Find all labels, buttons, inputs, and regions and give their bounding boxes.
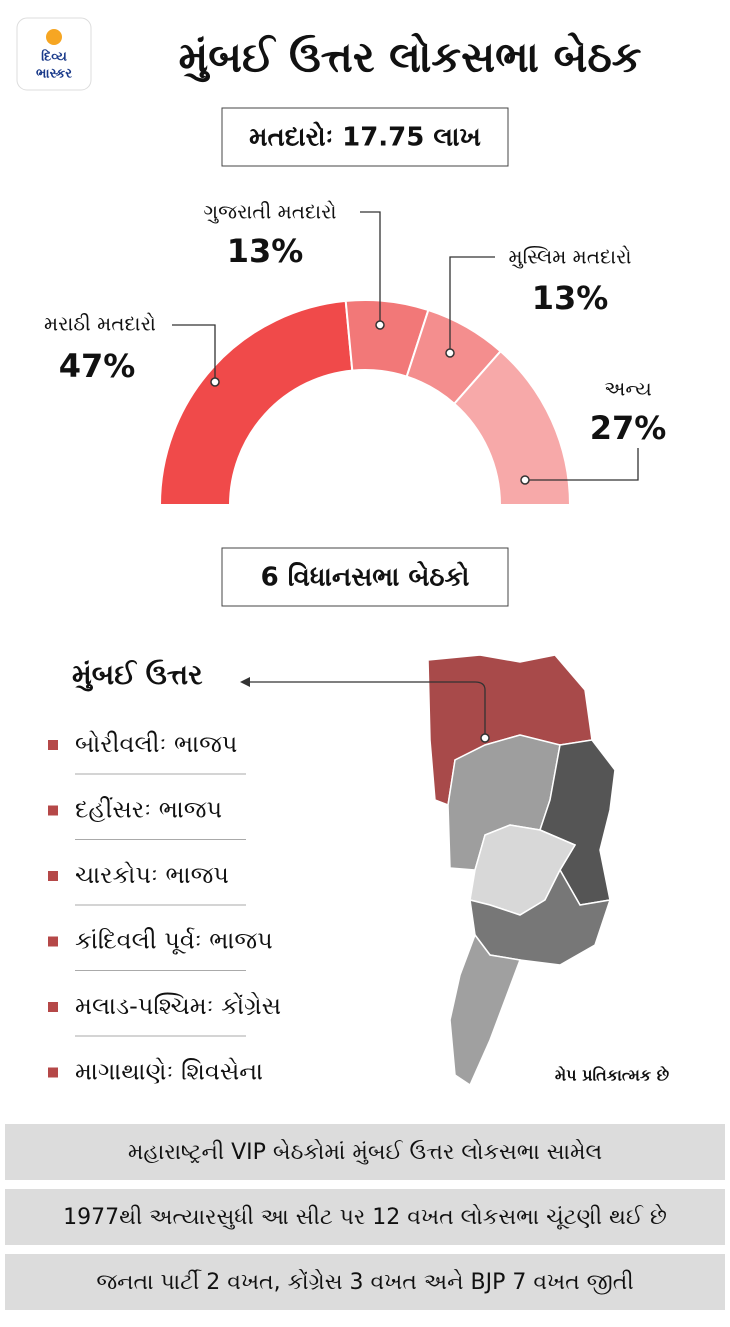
seat-label: કાંદિવલી પૂર્વઃ ભાજપ (75, 927, 273, 955)
logo-text: દિવ્ય (41, 48, 67, 65)
connector (449, 256, 495, 353)
logo-box (16, 17, 92, 91)
seat-label: ચારકોપઃ ભાજપ (75, 861, 229, 889)
voters-box (221, 107, 509, 167)
bullet (48, 871, 58, 881)
segment (158, 299, 354, 506)
fact-bar (5, 1124, 725, 1180)
dot (375, 320, 385, 330)
bullet (48, 1002, 58, 1012)
arrowhead (240, 677, 250, 687)
connector (360, 211, 381, 325)
dot (445, 348, 455, 358)
seat-label: માગાથાણેઃ શિવસેના (75, 1057, 263, 1085)
value-label: 13% (532, 279, 609, 317)
connector-dots (210, 320, 530, 485)
fact-bar (5, 1189, 725, 1245)
bullet (48, 936, 58, 947)
seat-list: બોરીવલીઃ ભાજપ દહીંસરઃ ભાજપ ચારકોપઃ ભાજપ કાં… (48, 730, 281, 1086)
fact-bar (5, 1254, 725, 1310)
seat-label: દહીંસરઃ ભાજપ (75, 796, 222, 824)
fact-text: મહારાષ્ટ્રની VIP બેઠકોમાં મુંબઈ ઉત્તર લો… (128, 1139, 602, 1165)
logo-text: ભાસ્કર (36, 67, 72, 82)
title: મુંબઈ ઉત્તર લોકસભા બેઠક (179, 32, 642, 82)
bullet (48, 1067, 58, 1078)
value-label: 27% (590, 409, 667, 447)
value-label: 13% (227, 232, 304, 270)
bullet (48, 805, 58, 816)
fact-text: 1977થી અત્યારસુધી આ સીટ પર 12 વખત લોકસભા… (63, 1204, 667, 1230)
logo-sun (46, 29, 62, 45)
map (427, 654, 616, 1087)
category-label: ગુજરાતી મતદારો (204, 200, 337, 224)
category-label: મુસ્લિમ મતદારો (509, 245, 632, 269)
seats-text: 6 વિધાનસભા બેઠકો (261, 561, 470, 592)
fact-text: જનતા પાર્ટી 2 વખત, કોંગ્રેસ 3 વખત અને BJ… (96, 1269, 633, 1295)
map-region (449, 933, 522, 1087)
connector (245, 681, 486, 738)
map-note: મેપ પ્રતિકાત્મક છે (555, 1064, 670, 1084)
seat-label: મલાડ-પશ્ચિમઃ કોંગ્રેસ (75, 992, 281, 1020)
connectors (172, 211, 639, 481)
seats-box (221, 547, 509, 607)
bullet (48, 740, 58, 750)
value-label: 47% (59, 347, 136, 385)
dot (520, 475, 530, 485)
category-label: મરાઠી મતદારો (44, 312, 156, 336)
semi-donut-chart: મરાઠી મતદારો 47% ગુજરાતી મતદારો 13% મુસ્લિમ … (44, 200, 666, 506)
map-title: મુંબઈ ઉત્તર (72, 658, 203, 691)
seat-label: બોરીવલીઃ ભાજપ (75, 730, 237, 758)
segment (452, 349, 572, 506)
connector (172, 324, 216, 382)
facts: મહારાષ્ટ્રની VIP બેઠકોમાં મુંબઈ ઉત્તર લો… (5, 1124, 725, 1310)
voters-text: મતદારોઃ 17.75 લાખ (249, 122, 481, 153)
dot (210, 377, 220, 387)
connector (525, 448, 639, 481)
category-label: અન્ય (604, 377, 652, 401)
dot (480, 733, 490, 743)
